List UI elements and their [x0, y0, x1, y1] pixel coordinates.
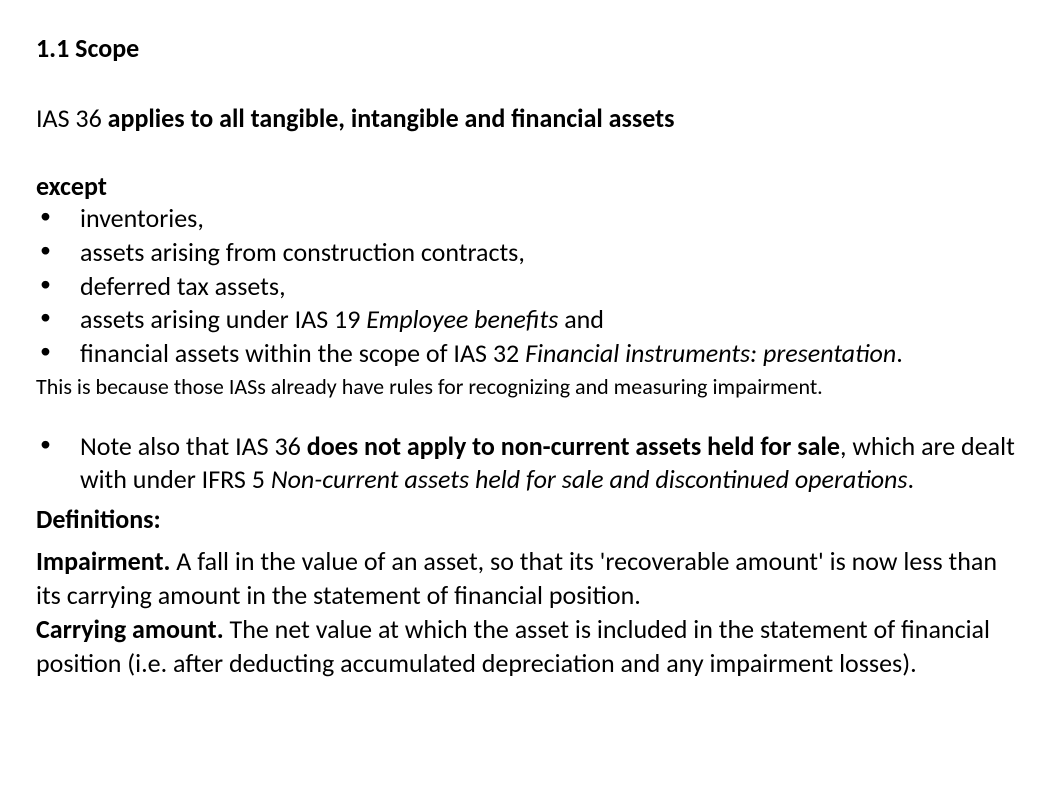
definition-term: Impairment. [36, 545, 170, 577]
list-suffix: . [896, 337, 903, 369]
exclusion-list: inventories, assets arising from constru… [36, 202, 1026, 371]
except-label: except [36, 170, 1026, 202]
list-item: assets arising from construction contrac… [36, 236, 1026, 270]
intro-paragraph: IAS 36 applies to all tangible, intangib… [36, 102, 1026, 134]
additional-note-list: Note also that IAS 36 does not apply to … [36, 430, 1026, 498]
explanatory-note: This is because those IASs already have … [36, 373, 1026, 402]
note2-italic: Non-current assets held for sale and dis… [271, 463, 908, 495]
definitions-heading: Definitions: [36, 503, 1026, 535]
list-item: inventories, [36, 202, 1026, 236]
document-page: 1.1 Scope IAS 36 applies to all tangible… [0, 0, 1062, 712]
list-prefix: assets arising under IAS 19 [80, 303, 366, 335]
list-item: deferred tax assets, [36, 270, 1026, 304]
note2-suffix: . [908, 463, 915, 495]
intro-bold: applies to all tangible, intangible and … [108, 102, 675, 134]
intro-prefix: IAS 36 [36, 102, 108, 134]
section-heading: 1.1 Scope [36, 32, 1026, 64]
list-item: Note also that IAS 36 does not apply to … [36, 430, 1026, 498]
definition-paragraph: Carrying amount. The net value at which … [36, 613, 1026, 681]
list-prefix: financial assets within the scope of IAS… [80, 337, 525, 369]
definition-paragraph: Impairment. A fall in the value of an as… [36, 545, 1026, 613]
list-item: assets arising under IAS 19 Employee ben… [36, 303, 1026, 337]
list-item: financial assets within the scope of IAS… [36, 337, 1026, 371]
definition-term: Carrying amount. [36, 613, 224, 645]
list-text: inventories, [80, 202, 204, 234]
note2-prefix: Note also that IAS 36 [80, 430, 307, 462]
definition-body: A fall in the value of an asset, so that… [36, 545, 997, 611]
note2-bold: does not apply to non-current assets hel… [307, 430, 840, 462]
list-italic: Employee benefits [366, 303, 558, 335]
list-text: assets arising from construction contrac… [80, 236, 525, 268]
list-suffix: and [558, 303, 604, 335]
list-italic: Financial instruments: presentation [525, 337, 896, 369]
list-text: deferred tax assets, [80, 270, 286, 302]
